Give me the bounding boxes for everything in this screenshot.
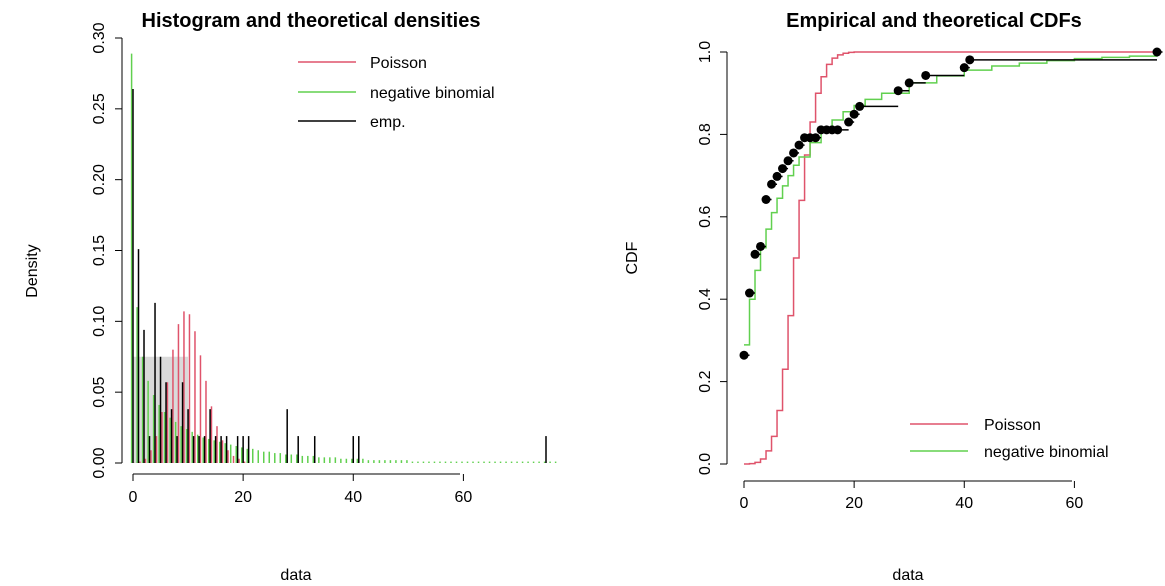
density-panel: Histogram and theoretical densities data… <box>24 10 557 584</box>
density-legend: Poisson negative binomial emp. <box>298 55 495 131</box>
cdf-chart-title: Empirical and theoretical CDFs <box>786 10 1082 32</box>
cdf-empirical-point <box>745 288 755 298</box>
cdf-empirical-point <box>811 133 821 143</box>
density-y-tick-label: 0.05 <box>91 376 108 407</box>
cdf-empirical-point <box>965 55 975 65</box>
density-series <box>130 53 557 463</box>
cdf-x-tick-label: 0 <box>740 495 749 512</box>
cdf-y-tick-label: 0.0 <box>697 453 714 475</box>
density-y-axis-label: Density <box>24 244 41 297</box>
cdf-y-tick-label: 0.4 <box>697 288 714 310</box>
cdf-legend-poisson-label: Poisson <box>984 417 1041 434</box>
cdf-legend: Poisson negative binomial <box>910 417 1109 461</box>
legend-poisson-label: Poisson <box>370 55 427 72</box>
density-x-tick-label: 40 <box>344 489 362 506</box>
cdf-empirical-point <box>959 63 969 73</box>
cdf-y-tick-label: 0.6 <box>697 206 714 228</box>
cdf-empirical-point <box>855 101 865 111</box>
legend-negbin-label: negative binomial <box>370 85 495 102</box>
legend-emp-label: emp. <box>370 114 406 131</box>
cdf-empirical-point <box>833 125 843 135</box>
cdf-empirical-point <box>893 86 903 96</box>
cdf-empirical-point <box>783 156 793 166</box>
density-y-tick-label: 0.00 <box>91 447 108 478</box>
cdf-series <box>744 51 1163 465</box>
cdf-line-negative-binomial <box>744 55 1158 346</box>
cdf-empirical-point <box>772 171 782 181</box>
cdf-empirical-point <box>750 249 760 259</box>
cdf-x-tick-label: 20 <box>845 495 863 512</box>
cdf-empirical-point <box>1152 47 1162 57</box>
cdf-empirical-point <box>767 179 777 189</box>
cdf-x-tick-label: 60 <box>1066 495 1084 512</box>
cdf-empirical-point <box>739 350 749 360</box>
cdf-empirical-point <box>761 194 771 204</box>
cdf-line-poisson <box>744 51 1157 465</box>
cdf-empirical-point <box>849 109 859 119</box>
density-x-axis-label: data <box>280 567 311 584</box>
cdf-empirical-point <box>778 164 788 174</box>
density-y-tick-label: 0.20 <box>91 164 108 195</box>
density-y-tick-label: 0.30 <box>91 22 108 53</box>
cdf-empirical-point <box>789 148 799 158</box>
density-y-tick-label: 0.10 <box>91 306 108 337</box>
cdf-empirical-point <box>844 117 854 127</box>
density-y-tick-label: 0.25 <box>91 93 108 124</box>
density-axes: 0 20 40 60 0.00 0.05 0.10 0.15 0.20 0.25 0.30 <box>91 22 472 506</box>
cdf-axes: 0 20 40 60 0.0 0.2 0.4 0.6 0.8 1.0 <box>697 41 1083 512</box>
cdf-x-tick-label: 40 <box>955 495 973 512</box>
cdf-y-axis-label: CDF <box>624 241 641 274</box>
density-chart-title: Histogram and theoretical densities <box>142 10 481 32</box>
cdf-y-tick-label: 0.2 <box>697 370 714 392</box>
cdf-empirical-point <box>756 241 766 251</box>
density-x-tick-label: 0 <box>129 489 138 506</box>
cdf-empirical-points <box>739 47 1162 360</box>
density-x-tick-label: 60 <box>455 489 473 506</box>
cdf-y-tick-label: 0.8 <box>697 123 714 145</box>
cdf-panel: Empirical and theoretical CDFs data CDF … <box>624 10 1163 584</box>
density-y-tick-label: 0.15 <box>91 235 108 266</box>
cdf-empirical-point <box>794 140 804 150</box>
cdf-legend-negbin-label: negative binomial <box>984 444 1109 461</box>
cdf-empirical-point <box>921 70 931 80</box>
cdf-y-tick-label: 1.0 <box>697 41 714 63</box>
cdf-x-axis-label: data <box>892 567 923 584</box>
density-x-tick-label: 20 <box>234 489 252 506</box>
cdf-empirical-point <box>904 78 914 88</box>
